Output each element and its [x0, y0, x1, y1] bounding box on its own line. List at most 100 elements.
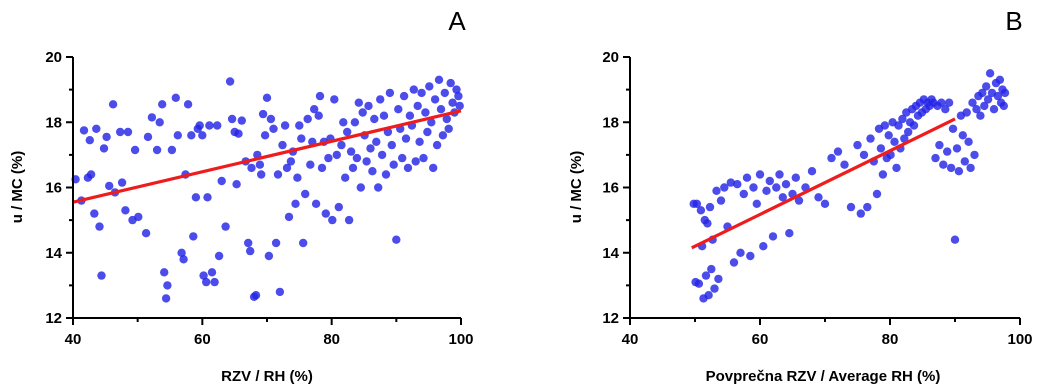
data-point — [423, 127, 432, 137]
panel-letter-b: B — [1005, 6, 1022, 36]
data-point — [105, 181, 114, 191]
data-point — [368, 167, 377, 176]
data-point — [244, 238, 253, 248]
data-point — [275, 287, 285, 297]
data-point — [163, 281, 172, 290]
data-point — [794, 196, 804, 205]
y-tick-label: 14 — [602, 245, 619, 262]
data-point — [195, 121, 204, 130]
data-point — [827, 153, 836, 163]
data-point — [442, 114, 451, 124]
data-point — [108, 100, 118, 109]
regression-line — [691, 117, 956, 250]
data-point — [696, 206, 706, 215]
data-point — [356, 183, 365, 192]
data-point — [444, 124, 453, 133]
data-point — [350, 118, 360, 127]
data-point — [217, 176, 226, 186]
data-point — [409, 85, 418, 94]
regression-line — [72, 109, 462, 204]
data-point — [310, 105, 319, 114]
data-point — [257, 170, 266, 179]
data-point — [866, 134, 875, 143]
x-tick-label: 100 — [1007, 331, 1032, 348]
data-point — [752, 199, 761, 208]
data-point — [900, 134, 909, 143]
y-tick-label: 18 — [45, 114, 62, 131]
data-point — [898, 114, 907, 124]
data-point — [982, 82, 991, 91]
fit-line-a — [72, 109, 462, 204]
data-point — [314, 111, 323, 120]
data-point — [943, 147, 952, 156]
data-point — [701, 271, 711, 280]
data-point — [264, 251, 274, 261]
data-point — [983, 95, 993, 104]
data-point — [295, 121, 304, 130]
data-point — [278, 140, 287, 150]
data-point — [99, 144, 109, 153]
data-point — [161, 294, 171, 303]
data-point — [403, 163, 413, 173]
data-point — [417, 88, 426, 98]
data-point — [733, 180, 742, 189]
data-point — [714, 274, 723, 284]
data-point — [258, 109, 268, 119]
data-point — [791, 173, 800, 182]
data-point — [894, 121, 903, 130]
data-point — [989, 105, 999, 114]
data-point — [394, 105, 403, 114]
data-point — [299, 238, 308, 248]
data-point — [814, 193, 823, 202]
data-point — [346, 147, 356, 156]
data-point — [177, 248, 186, 257]
data-point — [134, 212, 143, 222]
data-point — [937, 98, 946, 107]
data-point — [273, 170, 283, 179]
data-point — [876, 144, 886, 153]
y-axis-title-b: u / MC (%) — [568, 151, 585, 224]
data-point — [759, 242, 768, 251]
data-point — [939, 160, 948, 169]
data-point — [972, 105, 981, 114]
data-point — [421, 108, 430, 117]
data-point — [198, 131, 207, 140]
data-point — [448, 98, 457, 107]
data-point — [419, 153, 428, 163]
data-point — [884, 131, 893, 140]
panel-letter-a: A — [448, 6, 466, 36]
data-point — [954, 167, 964, 176]
data-point — [158, 100, 167, 109]
y-axis-title-a: u / MC (%) — [9, 151, 26, 224]
data-point — [941, 105, 950, 114]
x-tick-label: 40 — [65, 331, 82, 348]
data-point — [97, 271, 106, 280]
data-point — [807, 167, 817, 176]
x-tick-label: 80 — [882, 331, 899, 348]
panel-a: A 12 14 16 18 20 40 60 80 100 RZV / RH (%) u / M… — [9, 6, 474, 385]
data-point — [187, 131, 196, 140]
fit-line-b — [691, 117, 956, 250]
data-point — [358, 108, 367, 117]
data-point — [271, 238, 281, 248]
data-point — [966, 163, 975, 173]
data-point — [705, 202, 715, 212]
data-point — [232, 180, 241, 189]
data-point — [102, 132, 111, 142]
data-point — [330, 95, 339, 104]
x-tick-label: 80 — [323, 331, 340, 348]
data-point — [321, 209, 330, 218]
data-point — [286, 157, 296, 166]
data-point — [225, 77, 235, 86]
axes-a: 12 14 16 18 20 40 60 80 100 — [45, 49, 473, 348]
data-point — [765, 176, 774, 186]
data-point — [293, 173, 302, 182]
data-point — [952, 144, 962, 153]
data-point — [227, 114, 237, 124]
data-point — [430, 95, 440, 104]
data-point — [978, 88, 987, 98]
data-point — [366, 144, 375, 153]
data-point — [427, 118, 436, 127]
y-tick-label: 12 — [45, 310, 62, 327]
